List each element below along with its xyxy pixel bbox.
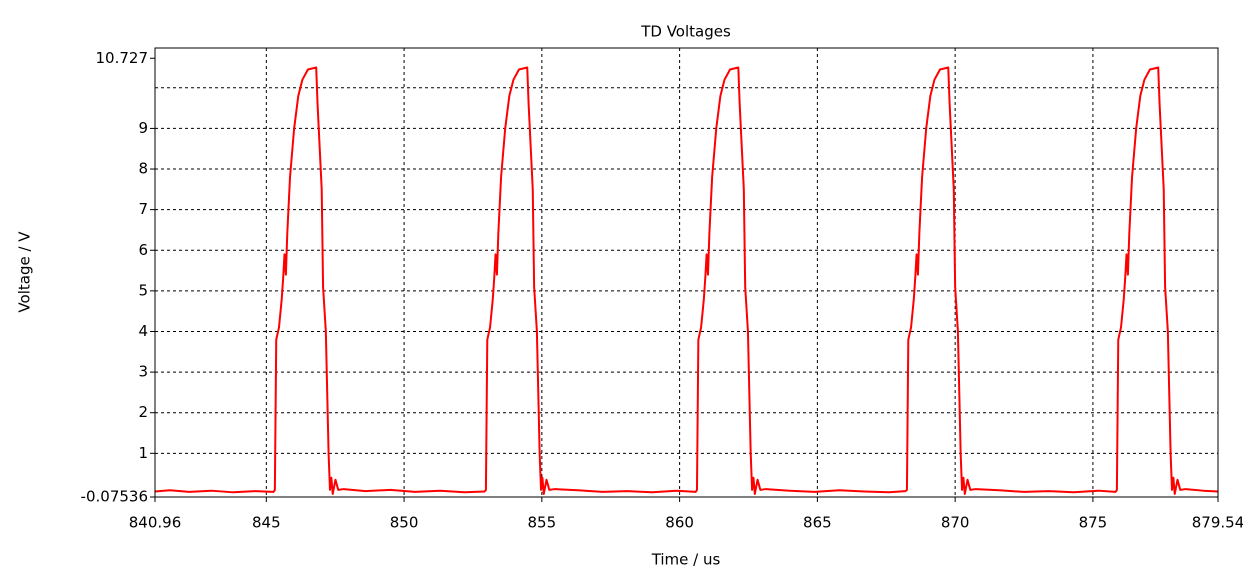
x-axis-label: Time / us — [651, 551, 721, 569]
y-tick-label: 9 — [138, 119, 148, 137]
x-tick-label: 855 — [528, 514, 557, 532]
x-tick-label: 865 — [803, 514, 832, 532]
data-line — [154, 66, 1219, 495]
y-tick-label: 8 — [138, 160, 148, 178]
y-tick-label: 4 — [138, 322, 148, 340]
y-tick-label: 2 — [138, 403, 148, 421]
y-tick-label: 10.727 — [96, 49, 149, 67]
x-tick-label: 840.96 — [129, 514, 182, 532]
y-tick-label: 6 — [138, 241, 148, 259]
x-tick-label: 870 — [941, 514, 970, 532]
y-tick-label: 3 — [138, 363, 148, 381]
x-tick-label: 860 — [665, 514, 694, 532]
x-tick-label: 845 — [252, 514, 281, 532]
x-tick-label: 850 — [390, 514, 419, 532]
chart-title: TD Voltages — [640, 23, 731, 41]
x-tick-label: 875 — [1079, 514, 1108, 532]
y-tick-label: 7 — [138, 200, 148, 218]
y-tick-label: 5 — [138, 281, 148, 299]
x-tick-label: 879.54 — [1192, 514, 1243, 532]
y-tick-label: -0.07536 — [81, 488, 148, 506]
y-tick-label: 1 — [138, 444, 148, 462]
y-axis-label: Voltage / V — [16, 231, 34, 313]
plot-border — [154, 47, 1219, 498]
plot-area — [155, 48, 1218, 497]
